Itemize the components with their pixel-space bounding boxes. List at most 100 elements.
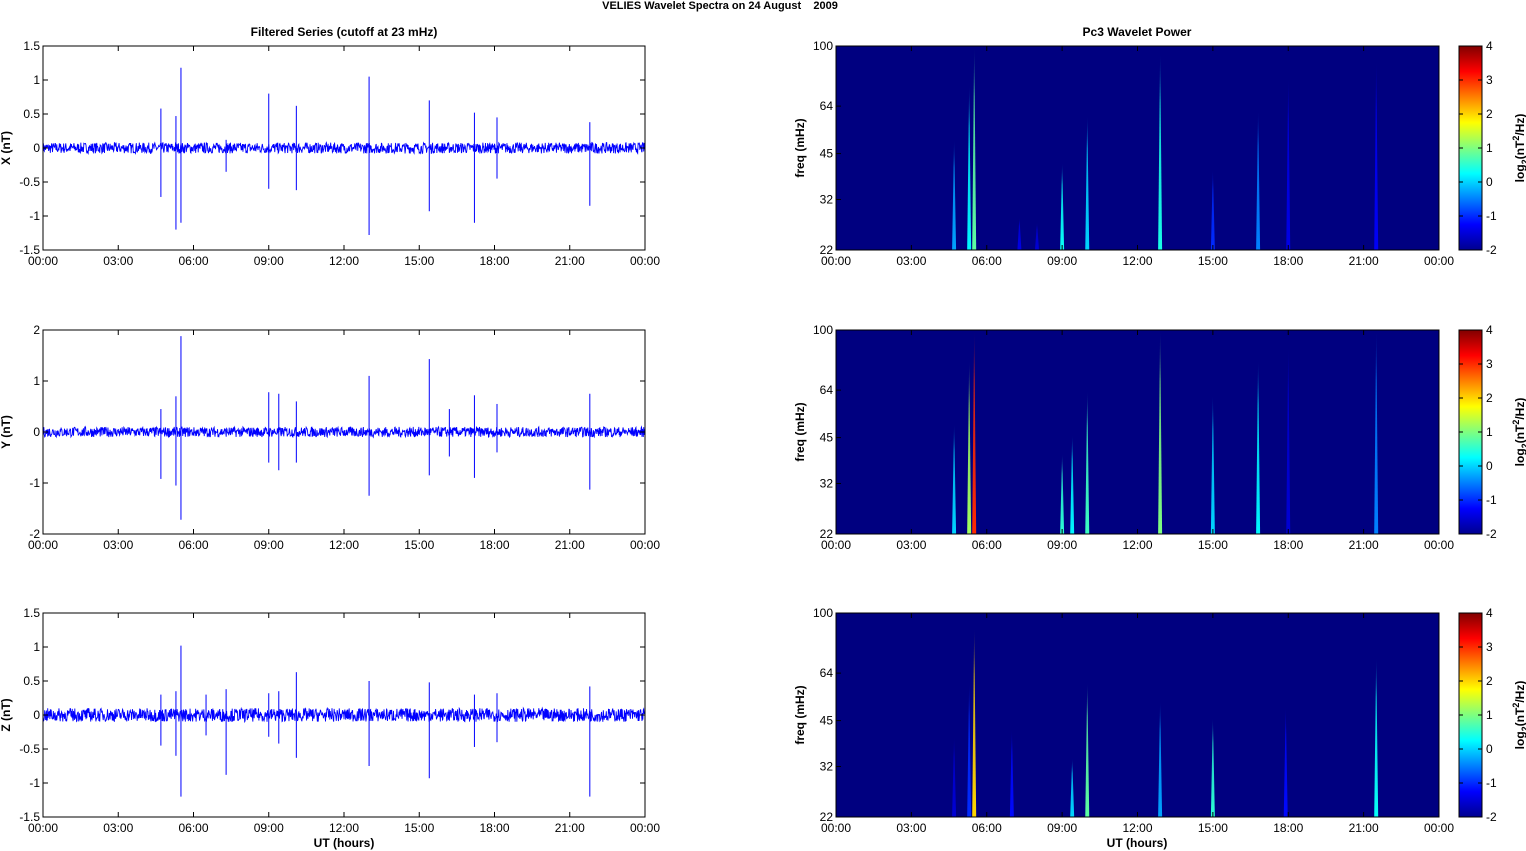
wavelet-x-ytick-label: 64 bbox=[820, 99, 834, 113]
wavelet-z-ytick-label: 64 bbox=[820, 666, 834, 680]
series-x-xtick-label: 15:00 bbox=[404, 254, 434, 268]
wavelet-z-ytick-label: 45 bbox=[820, 714, 834, 728]
panel-y-series: 210-1-200:00 03:00 06:00 09:00 12:00 15:00 18:… bbox=[0, 323, 660, 552]
wavelet-x-streak bbox=[1017, 217, 1022, 250]
wavelet-x-streak bbox=[1085, 114, 1090, 250]
series-y-xtick-label: 21:00 bbox=[555, 538, 585, 552]
wavelet-y-xtick-label: 09:00 bbox=[1047, 538, 1077, 552]
wavelet-y-colorbar-label-part: 2 bbox=[1520, 443, 1526, 448]
series-z-xtick-label: 00:00 bbox=[28, 821, 58, 835]
series-y-xtick-label: 15:00 bbox=[404, 538, 434, 552]
wavelet-z-colorbar-tick-label: -2 bbox=[1486, 810, 1497, 824]
wavelet-z-streak bbox=[1210, 717, 1215, 817]
wavelet-z-colorbar-tick-label: 0 bbox=[1486, 742, 1493, 756]
series-z-xtick-label: 03:00 bbox=[103, 821, 133, 835]
wavelet-x-streak bbox=[967, 84, 972, 250]
wavelet-z-colorbar-tick-label: 1 bbox=[1486, 708, 1493, 722]
wavelet-x-colorbar-tick-label: 3 bbox=[1486, 73, 1493, 87]
wavelet-z-xtick-label: 15:00 bbox=[1198, 821, 1228, 835]
x-axis-label-right: UT (hours) bbox=[1107, 836, 1168, 850]
wavelet-y-streak bbox=[1256, 360, 1261, 534]
right-column-title: Pc3 Wavelet Power bbox=[1083, 25, 1192, 39]
wavelet-y-background bbox=[836, 330, 1439, 534]
wavelet-x-streak bbox=[1210, 169, 1215, 250]
wavelet-z-colorbar-tick-label: 4 bbox=[1486, 606, 1493, 620]
wavelet-z-xtick-label: 03:00 bbox=[896, 821, 926, 835]
series-y-ytick-label: 1 bbox=[33, 374, 40, 388]
series-y-ylabel: Y (nT) bbox=[0, 415, 13, 449]
wavelet-x-xtick-label: 00:00 bbox=[821, 254, 851, 268]
wavelet-x-background bbox=[836, 46, 1439, 250]
wavelet-y-colorbar-label: log2(nT2/Hz) bbox=[1511, 398, 1526, 467]
series-x-xtick-label: 09:00 bbox=[254, 254, 284, 268]
series-y-ytick-label: 2 bbox=[33, 323, 40, 337]
wavelet-y-colorbar-label-part: log bbox=[1513, 448, 1526, 466]
series-x-ytick-label: -0.5 bbox=[19, 175, 40, 189]
series-y-xtick-label: 12:00 bbox=[329, 538, 359, 552]
wavelet-x-colorbar-label-part: log bbox=[1513, 164, 1526, 182]
wavelet-x-xtick-label: 00:00 bbox=[1424, 254, 1454, 268]
wavelet-y-streak bbox=[1060, 453, 1065, 534]
figure-title: VELIES Wavelet Spectra on 24 August 2009 bbox=[602, 0, 838, 12]
wavelet-x-streak bbox=[1158, 52, 1163, 250]
wavelet-x-colorbar-tick-label: 0 bbox=[1486, 175, 1493, 189]
wavelet-x-streak bbox=[952, 139, 957, 250]
series-z-trace bbox=[43, 706, 645, 724]
series-x-ytick-label: 0 bbox=[33, 141, 40, 155]
series-z-xtick-label: 00:00 bbox=[630, 821, 660, 835]
wavelet-y-xtick-label: 15:00 bbox=[1198, 538, 1228, 552]
wavelet-z-colorbar-tick-label: 3 bbox=[1486, 640, 1493, 654]
wavelet-x-xtick-label: 12:00 bbox=[1122, 254, 1152, 268]
wavelet-x-colorbar-label-part: 2 bbox=[1520, 159, 1526, 164]
wavelet-x-colorbar-label-part: /Hz) bbox=[1513, 114, 1526, 136]
wavelet-z-xtick-label: 09:00 bbox=[1047, 821, 1077, 835]
series-y-ytick-label: -1 bbox=[29, 476, 40, 490]
series-z-ytick-label: 0 bbox=[33, 708, 40, 722]
series-y-xtick-label: 00:00 bbox=[630, 538, 660, 552]
series-x-xtick-label: 00:00 bbox=[630, 254, 660, 268]
series-z-ytick-label: -1.5 bbox=[19, 810, 40, 824]
series-z-ytick-label: 1 bbox=[33, 640, 40, 654]
wavelet-x-ylabel: freq (mHz) bbox=[793, 118, 807, 177]
wavelet-y-xtick-label: 00:00 bbox=[1424, 538, 1454, 552]
series-z-ytick-label: 1.5 bbox=[23, 606, 40, 620]
wavelet-y-colorbar-tick-label: -1 bbox=[1486, 493, 1497, 507]
wavelet-z-xtick-label: 00:00 bbox=[821, 821, 851, 835]
wavelet-x-ytick-label: 100 bbox=[813, 39, 833, 53]
x-axis-label-left: UT (hours) bbox=[314, 836, 375, 850]
wavelet-x-streak bbox=[1374, 60, 1379, 251]
wavelet-y-streak bbox=[972, 330, 977, 534]
series-x-ytick-label: 0.5 bbox=[23, 107, 40, 121]
wavelet-z-xtick-label: 00:00 bbox=[1424, 821, 1454, 835]
series-x-ytick-label: -1.5 bbox=[19, 243, 40, 257]
series-y-xtick-label: 00:00 bbox=[28, 538, 58, 552]
wavelet-z-colorbar-label-part: 2 bbox=[1520, 726, 1526, 731]
series-x-trace bbox=[43, 141, 645, 156]
panel-x-series: 1.510.50-0.5-1-1.500:00 03:00 06:00 09:00 12… bbox=[0, 39, 660, 268]
wavelet-z-ytick-label: 100 bbox=[813, 606, 833, 620]
wavelet-y-xtick-label: 21:00 bbox=[1349, 538, 1379, 552]
wavelet-y-xtick-label: 00:00 bbox=[821, 538, 851, 552]
wavelet-y-xtick-label: 12:00 bbox=[1122, 538, 1152, 552]
series-z-xtick-label: 15:00 bbox=[404, 821, 434, 835]
wavelet-y-colorbar-tick-label: -2 bbox=[1486, 527, 1497, 541]
wavelet-x-ytick-label: 32 bbox=[820, 193, 834, 207]
series-y-ytick-label: 0 bbox=[33, 425, 40, 439]
wavelet-x-colorbar-tick-label: 2 bbox=[1486, 107, 1493, 121]
left-column-title: Filtered Series (cutoff at 23 mHz) bbox=[251, 25, 438, 39]
wavelet-y-streak bbox=[1286, 344, 1291, 534]
wavelet-z-colorbar-label-part: /Hz) bbox=[1513, 681, 1526, 703]
wavelet-z-background bbox=[836, 613, 1439, 817]
wavelet-y-colorbar-tick-label: 1 bbox=[1486, 425, 1493, 439]
wavelet-x-colorbar-tick-label: -2 bbox=[1486, 243, 1497, 257]
series-x-ytick-label: 1.5 bbox=[23, 39, 40, 53]
series-x-xtick-label: 21:00 bbox=[555, 254, 585, 268]
panel-z-series: 1.510.50-0.5-1-1.500:00 03:00 06:00 09:00 12… bbox=[0, 606, 660, 835]
wavelet-y-streak bbox=[967, 360, 972, 534]
wavelet-y-streak bbox=[1374, 330, 1379, 534]
wavelet-y-ytick-label: 22 bbox=[820, 527, 834, 541]
wavelet-x-xtick-label: 15:00 bbox=[1198, 254, 1228, 268]
wavelet-z-ylabel: freq (mHz) bbox=[793, 685, 807, 744]
